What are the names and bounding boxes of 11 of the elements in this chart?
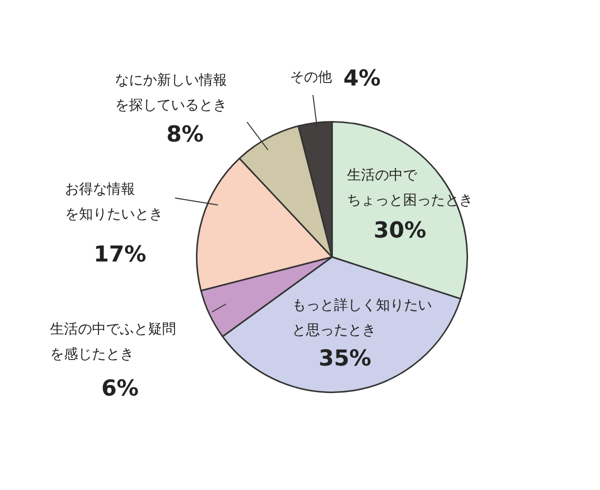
data-label: 6% [101,376,139,402]
data-label: 8% [166,122,204,148]
data-label: 30% [374,218,426,244]
slice-label: その他 [290,70,332,86]
data-label: 17% [94,242,146,268]
slice-label: もっと詳しく知りたいと思ったとき [292,298,432,339]
data-label: 35% [318,346,372,372]
slice-label: お得な情報を知りたいとき [65,182,163,223]
data-label: 4% [343,66,381,92]
slice-label: なにか新しい情報を探しているとき [115,72,227,114]
slice-label: 生活の中でふと疑問を感じたとき [50,322,176,363]
